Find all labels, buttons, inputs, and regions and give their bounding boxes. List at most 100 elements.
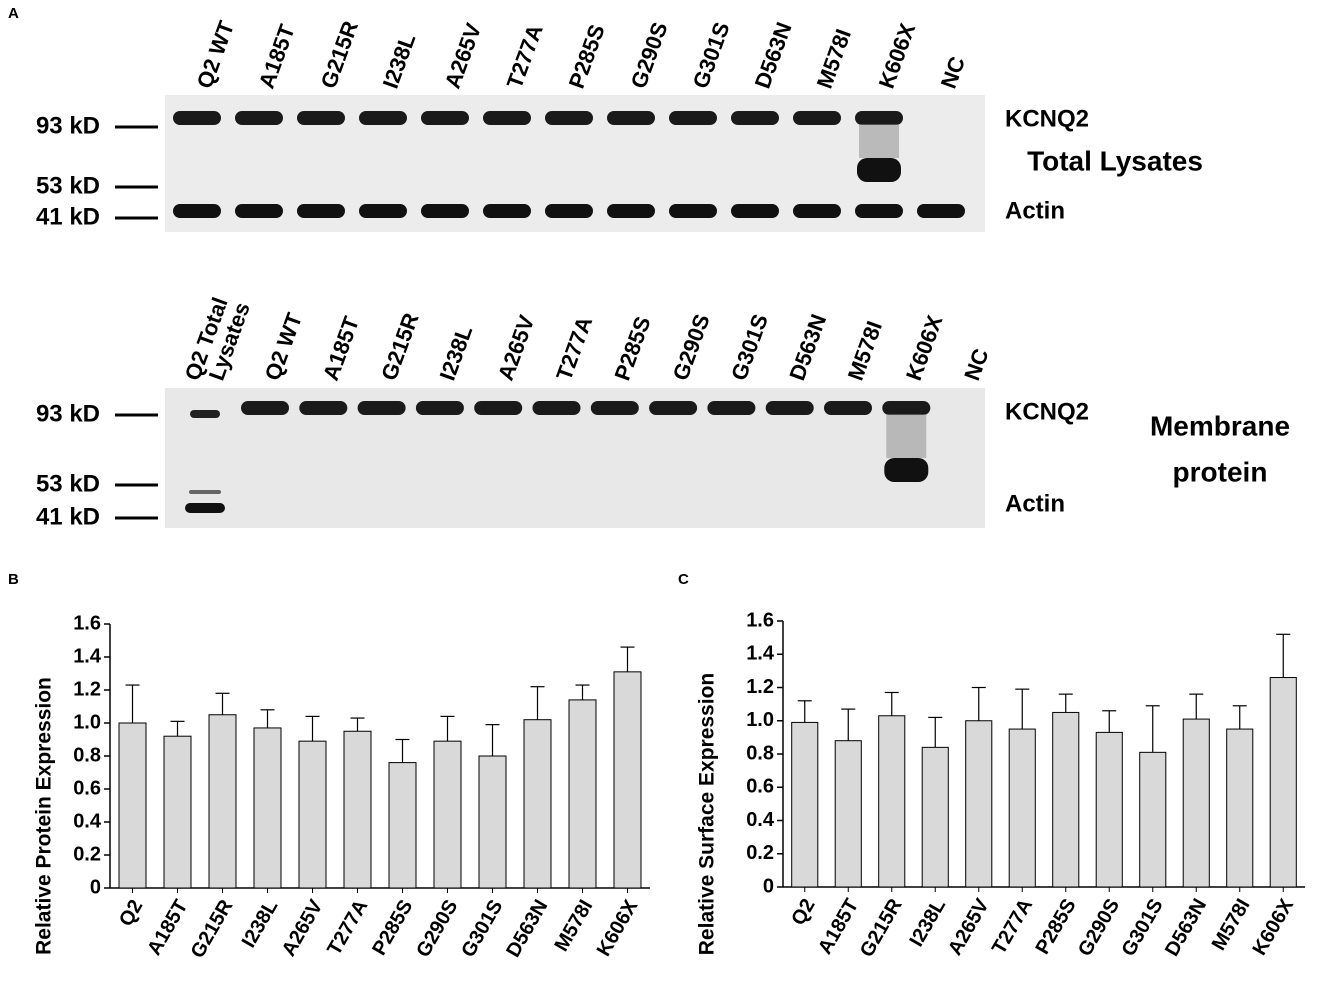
x-tick-label: T277A (988, 895, 1037, 958)
band (855, 111, 903, 125)
y-tick-label: 0.8 (73, 744, 101, 766)
bar (613, 671, 642, 889)
band (241, 401, 289, 415)
band (884, 458, 929, 482)
bar (433, 740, 462, 889)
x-tick-label: D563N (502, 896, 552, 961)
band (421, 204, 469, 218)
x-tick-label: I238L (906, 895, 951, 950)
band (359, 204, 407, 218)
bar (343, 730, 372, 889)
y-tick-label: 1.2 (746, 676, 774, 698)
bar (1052, 711, 1080, 888)
lane-label: D563N (750, 19, 797, 92)
y-tick-label: 0.4 (746, 809, 775, 831)
y-tick-label: 0 (763, 875, 774, 897)
y-axis-label: Relative Surface Expression (696, 673, 719, 955)
lane-label: G215R (376, 310, 423, 384)
blot-title: Total Lysates (1027, 145, 1203, 176)
bar (921, 746, 949, 888)
y-tick-label: 1.6 (746, 609, 774, 631)
band (299, 401, 348, 415)
band (189, 490, 221, 494)
band (765, 401, 814, 415)
band (649, 401, 698, 415)
band (235, 111, 283, 125)
lane-label: G215R (316, 18, 363, 92)
marker-label: 93 kD (36, 112, 100, 139)
lane-label: T277A (502, 21, 548, 92)
band (917, 204, 965, 218)
band (545, 111, 593, 125)
band (359, 111, 407, 125)
x-tick-label: M578I (1208, 895, 1255, 954)
band (669, 111, 717, 125)
bar (965, 720, 993, 888)
blot-title: protein (1173, 456, 1268, 487)
bar (253, 727, 282, 889)
bar (163, 735, 192, 889)
bar (568, 699, 597, 889)
x-tick-label: G290S (412, 896, 462, 961)
x-tick-label: A265V (944, 895, 994, 960)
lane-label: NC (959, 345, 993, 384)
bar (298, 740, 327, 889)
band (545, 204, 593, 218)
y-tick-label: 1.0 (746, 709, 774, 731)
lane-label: A265V (493, 312, 540, 384)
lane-label: G301S (726, 311, 773, 384)
band (474, 401, 523, 415)
bar (878, 715, 906, 888)
lane-label: Q2 WT (260, 309, 308, 384)
lane-label: K606X (901, 312, 948, 384)
band (297, 204, 345, 218)
bar (1095, 731, 1123, 888)
bar (1269, 677, 1297, 888)
lane-label: K606X (874, 20, 921, 92)
bar (118, 722, 147, 889)
x-tick-label: I238L (238, 896, 283, 951)
bar (388, 762, 417, 889)
lane-label: A185T (254, 21, 300, 92)
band (855, 204, 903, 218)
band (297, 111, 345, 125)
y-tick-label: 0 (90, 876, 101, 898)
smear (859, 124, 899, 158)
band (173, 204, 221, 218)
marker-label: 41 kD (36, 503, 100, 530)
y-tick-label: 0.6 (746, 776, 774, 798)
band (669, 204, 717, 218)
x-tick-label: K606X (593, 896, 643, 961)
marker-label: 53 kD (36, 470, 100, 497)
bar (1182, 718, 1210, 888)
band (882, 401, 931, 415)
band (731, 111, 779, 125)
marker-label: 41 kD (36, 203, 100, 230)
y-tick-label: 0.8 (746, 742, 774, 764)
band (483, 204, 531, 218)
band (483, 111, 531, 125)
bar (523, 719, 552, 889)
band (793, 111, 841, 125)
band (857, 158, 901, 182)
bar (1008, 728, 1036, 888)
bar (791, 721, 819, 888)
lane-label: M578I (843, 318, 887, 384)
band-label: Actin (1005, 490, 1065, 517)
lane-label: P285S (609, 313, 655, 384)
x-tick-label: Q2 (787, 895, 819, 929)
band (532, 401, 581, 415)
x-tick-label: G301S (1117, 895, 1167, 960)
x-tick-label: P285S (368, 896, 417, 959)
band (190, 410, 220, 418)
smear (886, 414, 927, 458)
lane-label: I238L (378, 30, 421, 91)
lane-label: A265V (440, 20, 487, 92)
panel-label: B (8, 571, 19, 588)
y-tick-label: 0.4 (73, 810, 102, 832)
band-label: Actin (1005, 197, 1065, 224)
lane-label: NC (936, 53, 970, 92)
y-tick-label: 1.6 (73, 612, 101, 634)
lane-label: Q2 WT (192, 17, 240, 92)
